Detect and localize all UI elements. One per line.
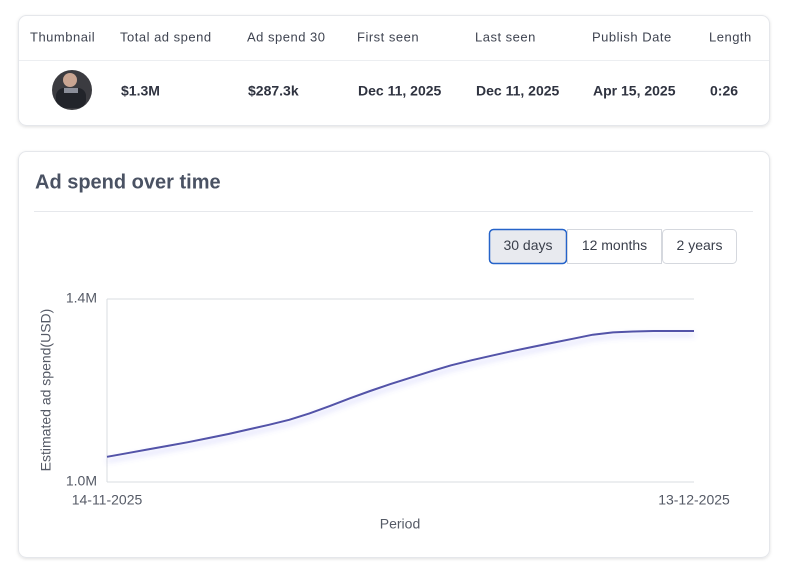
column-header: Ad spend 30 bbox=[247, 29, 326, 44]
range-button[interactable]: 12 months bbox=[567, 229, 662, 264]
y-tick-label: 1.0M bbox=[66, 473, 97, 489]
table-cell: $287.3k bbox=[248, 83, 299, 99]
column-header: Length bbox=[709, 29, 752, 44]
range-button[interactable]: 30 days bbox=[488, 228, 568, 265]
x-tick-label: 14-11-2025 bbox=[72, 492, 143, 508]
column-header: Total ad spend bbox=[120, 29, 212, 44]
column-header: Thumbnail bbox=[30, 29, 95, 44]
button-label: 12 months bbox=[582, 237, 647, 253]
x-tick-label: 13-12-2025 bbox=[658, 492, 730, 508]
table-card bbox=[18, 15, 770, 126]
column-header: First seen bbox=[357, 29, 419, 44]
button-label: 30 days bbox=[503, 237, 552, 253]
table-cell: Dec 11, 2025 bbox=[358, 83, 442, 99]
table-cell: Apr 15, 2025 bbox=[593, 83, 676, 99]
x-axis-label: Period bbox=[380, 516, 420, 532]
column-header: Publish Date bbox=[592, 29, 672, 44]
button-label: 2 years bbox=[677, 237, 723, 253]
table-cell: 0:26 bbox=[710, 83, 738, 99]
table-cell: Dec 11, 2025 bbox=[476, 83, 560, 99]
y-axis-label: Estimated ad spend(USD) bbox=[38, 309, 54, 472]
button-box bbox=[488, 228, 568, 265]
button-box bbox=[662, 229, 737, 264]
chart-title: Ad spend over time bbox=[35, 171, 221, 193]
line-series bbox=[106, 330, 694, 458]
button-box bbox=[567, 229, 662, 264]
range-button[interactable]: 2 years bbox=[662, 229, 737, 264]
table-cell: $1.3M bbox=[121, 83, 160, 99]
column-header: Last seen bbox=[475, 29, 536, 44]
thumbnail[interactable] bbox=[52, 70, 92, 110]
y-tick-label: 1.4M bbox=[66, 290, 97, 306]
